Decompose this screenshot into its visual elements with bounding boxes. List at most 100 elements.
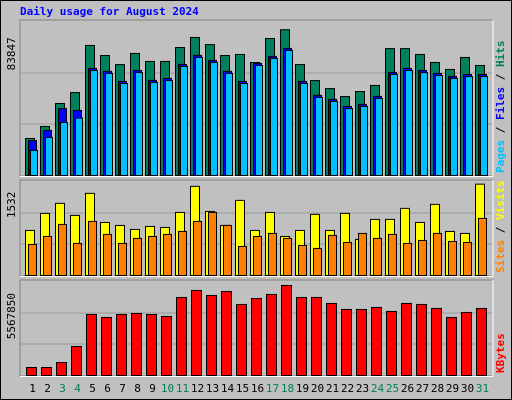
legend-entry: Hits: [494, 41, 507, 68]
bar: [356, 308, 367, 376]
bar: [401, 302, 412, 376]
bar: [71, 345, 82, 377]
bar: [405, 69, 413, 176]
x-tick-label: 13: [206, 382, 219, 395]
bar: [176, 296, 187, 377]
legend-entry: Files: [494, 87, 507, 120]
x-tick-label: 31: [476, 382, 489, 395]
bar: [195, 56, 203, 176]
bar: [56, 361, 67, 377]
bar: [255, 64, 263, 176]
legend-separator: /: [494, 120, 507, 140]
bar: [240, 83, 248, 176]
bar: [375, 97, 383, 176]
bar: [41, 366, 52, 377]
bar: [133, 237, 142, 277]
bar: [103, 233, 112, 277]
bar: [266, 293, 277, 376]
legend-separator: /: [494, 67, 507, 87]
bar: [73, 242, 82, 277]
bar: [236, 303, 247, 376]
x-tick-label: 2: [44, 382, 51, 395]
x-tick-label: 17: [266, 382, 279, 395]
bar: [285, 49, 293, 177]
bar: [431, 307, 442, 377]
x-tick-label: 16: [251, 382, 264, 395]
bar: [146, 313, 157, 377]
bar: [43, 235, 52, 276]
x-tick-label: 5: [89, 382, 96, 395]
bar: [461, 311, 472, 377]
bar: [118, 242, 127, 277]
bar: [480, 76, 488, 176]
bar: [465, 76, 473, 176]
bar: [296, 296, 307, 377]
x-tick-label: 29: [446, 382, 459, 395]
bar: [450, 77, 458, 176]
bar: [163, 233, 172, 277]
bar: [180, 65, 188, 176]
bar: [345, 108, 353, 176]
bar: [358, 232, 367, 277]
x-tick-label: 8: [134, 382, 141, 395]
legend-entry: Visits: [494, 180, 507, 220]
bar: [30, 149, 38, 177]
bar: [311, 296, 322, 377]
x-tick-label: 26: [401, 382, 414, 395]
bar: [225, 72, 233, 176]
bar: [88, 220, 97, 277]
bar: [476, 307, 487, 377]
bar: [328, 234, 337, 276]
legend-entry: KBytes: [494, 333, 507, 373]
bar: [418, 239, 427, 276]
x-tick-label: 6: [104, 382, 111, 395]
bar: [478, 217, 487, 276]
bar: [86, 313, 97, 377]
bar: [221, 290, 232, 377]
x-tick-label: 9: [149, 382, 156, 395]
bar: [268, 232, 277, 277]
bar: [28, 243, 37, 276]
bar: [120, 83, 128, 176]
bar: [403, 242, 412, 277]
legend: Sites / Visits: [494, 180, 507, 273]
legend-entry: Sites: [494, 240, 507, 273]
bar: [75, 117, 83, 176]
bar: [131, 312, 142, 377]
x-tick-label: 30: [461, 382, 474, 395]
x-tick-label: 21: [326, 382, 339, 395]
bar: [191, 289, 202, 377]
bar: [341, 308, 352, 376]
bar: [388, 233, 397, 277]
bar: [101, 316, 112, 376]
bar: [178, 230, 187, 276]
legend: Pages / Files / Hits: [494, 41, 507, 174]
bar: [210, 61, 218, 176]
bar: [150, 81, 158, 176]
x-tick-label: 18: [281, 382, 294, 395]
bar: [448, 240, 457, 276]
bar: [193, 220, 202, 277]
bar: [298, 244, 307, 276]
bar: [446, 316, 457, 376]
bar: [390, 73, 398, 176]
x-tick-label: 11: [176, 382, 189, 395]
x-tick-label: 20: [311, 382, 324, 395]
x-tick-label: 10: [161, 382, 174, 395]
bar: [208, 211, 217, 277]
bar: [135, 72, 143, 176]
bar: [386, 310, 397, 376]
bar: [373, 237, 382, 277]
x-tick-label: 25: [386, 382, 399, 395]
bar: [161, 315, 172, 376]
bar: [251, 297, 262, 376]
bar: [116, 313, 127, 377]
bar: [283, 237, 292, 277]
legend: KBytes: [494, 333, 507, 373]
bar: [26, 366, 37, 377]
x-tick-label: 4: [74, 382, 81, 395]
bar: [463, 241, 472, 277]
bar: [313, 247, 322, 276]
x-tick-label: 27: [416, 382, 429, 395]
